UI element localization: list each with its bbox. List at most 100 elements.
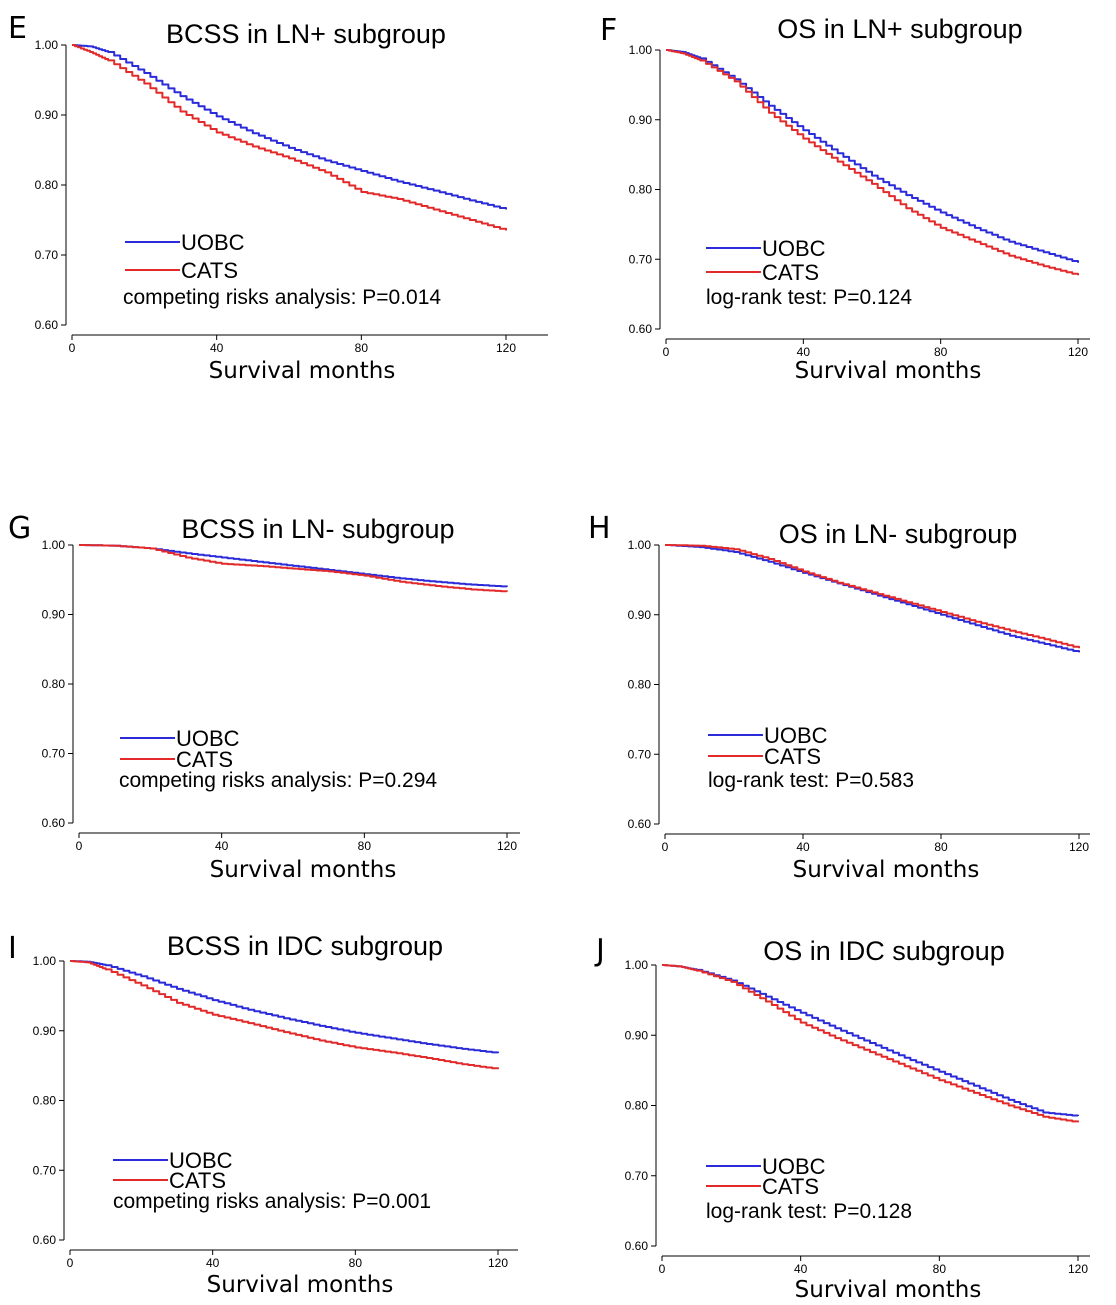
legend-label-cats: CATS bbox=[176, 747, 233, 772]
y-tick-label: 0.70 bbox=[33, 1163, 57, 1177]
legend-label-cats: CATS bbox=[764, 744, 821, 769]
x-tick-label: 120 bbox=[1068, 345, 1088, 359]
panel-letter: F bbox=[600, 13, 617, 48]
y-tick-label: 0.90 bbox=[42, 608, 66, 622]
y-tick-label: 0.70 bbox=[628, 747, 652, 761]
y-tick-label: 0.70 bbox=[42, 747, 66, 761]
x-tick-label: 120 bbox=[488, 1256, 508, 1270]
y-tick-label: 0.60 bbox=[628, 817, 652, 831]
y-tick-label: 0.70 bbox=[35, 248, 59, 262]
series-line-cats bbox=[666, 49, 1079, 276]
x-tick-label: 40 bbox=[215, 839, 229, 853]
x-tick-label: 40 bbox=[210, 341, 224, 355]
x-tick-label: 0 bbox=[663, 345, 670, 359]
y-tick-label: 0.70 bbox=[625, 1169, 649, 1183]
legend-label-uobc: UOBC bbox=[762, 1154, 826, 1179]
series-line-uobc bbox=[79, 544, 508, 588]
y-tick-label: 1.00 bbox=[629, 43, 653, 57]
series-line-uobc bbox=[70, 960, 499, 1054]
series-line-uobc bbox=[662, 964, 1079, 1117]
legend-label-cats: CATS bbox=[762, 260, 819, 285]
x-tick-label: 0 bbox=[69, 341, 76, 355]
series-line-cats bbox=[662, 964, 1079, 1123]
y-tick-label: 1.00 bbox=[42, 538, 66, 552]
legend-label-uobc: UOBC bbox=[762, 236, 826, 261]
test-annotation: log-rank test: P=0.128 bbox=[706, 1200, 912, 1223]
test-annotation: competing risks analysis: P=0.294 bbox=[119, 769, 437, 792]
x-tick-label: 120 bbox=[1068, 1262, 1088, 1276]
x-tick-label: 0 bbox=[67, 1256, 74, 1270]
chart-panel-j: J OS in IDC subgroup 0.60 0.70 0.80 0.90 1.00 0… bbox=[594, 933, 1090, 1303]
chart-title: OS in IDC subgroup bbox=[763, 936, 1005, 966]
x-tick-label: 80 bbox=[933, 1262, 947, 1276]
legend-label-uobc: UOBC bbox=[181, 230, 245, 255]
y-tick-label: 0.90 bbox=[35, 108, 59, 122]
y-tick-label: 0.60 bbox=[33, 1233, 57, 1247]
test-annotation: competing risks analysis: P=0.014 bbox=[123, 286, 441, 309]
x-axis-label: Survival months bbox=[210, 857, 397, 883]
x-tick-label: 80 bbox=[355, 341, 369, 355]
series-line-cats bbox=[72, 44, 507, 231]
x-axis-label: Survival months bbox=[209, 358, 396, 384]
series-line-cats bbox=[665, 544, 1080, 649]
y-tick-label: 0.80 bbox=[628, 678, 652, 692]
y-tick-label: 0.80 bbox=[35, 178, 59, 192]
y-tick-label: 0.80 bbox=[42, 677, 66, 691]
test-annotation: log-rank test: P=0.124 bbox=[706, 286, 912, 309]
y-tick-label: 0.80 bbox=[625, 1099, 649, 1113]
chart-title: BCSS in LN- subgroup bbox=[181, 514, 454, 544]
x-axis-label: Survival months bbox=[207, 1272, 394, 1298]
panel-letter: H bbox=[588, 511, 611, 546]
y-tick-label: 1.00 bbox=[35, 38, 59, 52]
x-tick-label: 0 bbox=[659, 1262, 666, 1276]
chart-panel-f: F OS in LN+ subgroup 0.60 0.70 0.80 0.90 1.00 0… bbox=[600, 13, 1090, 384]
y-tick-label: 1.00 bbox=[33, 954, 57, 968]
y-tick-label: 0.90 bbox=[625, 1028, 649, 1042]
x-tick-label: 40 bbox=[794, 1262, 808, 1276]
series-line-cats bbox=[79, 544, 508, 593]
x-tick-label: 40 bbox=[797, 345, 811, 359]
x-tick-label: 80 bbox=[349, 1256, 363, 1270]
panel-letter: G bbox=[8, 511, 31, 546]
legend-label-cats: CATS bbox=[762, 1174, 819, 1199]
series-line-cats bbox=[70, 960, 499, 1070]
chart-title: BCSS in LN+ subgroup bbox=[166, 19, 446, 49]
chart-panel-g: G BCSS in LN- subgroup 0.60 0.70 0.80 0.90 1.0… bbox=[8, 511, 520, 883]
x-tick-label: 120 bbox=[496, 341, 516, 355]
x-tick-label: 120 bbox=[497, 839, 517, 853]
x-tick-label: 0 bbox=[76, 839, 83, 853]
x-tick-label: 120 bbox=[1069, 840, 1089, 854]
y-tick-label: 0.80 bbox=[629, 183, 653, 197]
chart-title: OS in LN+ subgroup bbox=[777, 14, 1022, 44]
chart-title: OS in LN- subgroup bbox=[779, 519, 1018, 549]
series-line-uobc bbox=[666, 49, 1079, 263]
y-tick-label: 0.90 bbox=[33, 1024, 57, 1038]
y-tick-label: 0.90 bbox=[629, 113, 653, 127]
legend-label-cats: CATS bbox=[169, 1168, 226, 1193]
x-tick-label: 40 bbox=[206, 1256, 220, 1270]
x-tick-label: 0 bbox=[662, 840, 669, 854]
chart-panel-h: H OS in LN- subgroup 0.60 0.70 0.80 0.90 1.00 0… bbox=[588, 511, 1090, 883]
series-line-uobc bbox=[665, 544, 1080, 653]
y-tick-label: 1.00 bbox=[625, 958, 649, 972]
x-axis-label: Survival months bbox=[793, 857, 980, 883]
chart-panel-i: I BCSS in IDC subgroup 0.60 0.70 0.80 0.90 1.0… bbox=[8, 931, 518, 1298]
series-line-uobc bbox=[72, 44, 507, 210]
x-tick-label: 80 bbox=[358, 839, 372, 853]
y-tick-label: 0.60 bbox=[629, 322, 653, 336]
x-tick-label: 80 bbox=[934, 345, 948, 359]
test-annotation: competing risks analysis: P=0.001 bbox=[113, 1190, 431, 1213]
panel-letter: I bbox=[8, 931, 17, 966]
x-axis-label: Survival months bbox=[795, 1277, 982, 1303]
legend-label-uobc: UOBC bbox=[169, 1148, 233, 1173]
y-tick-label: 0.70 bbox=[629, 252, 653, 266]
legend-label-uobc: UOBC bbox=[764, 723, 828, 748]
y-tick-label: 1.00 bbox=[628, 538, 652, 552]
y-tick-label: 0.60 bbox=[625, 1239, 649, 1253]
y-tick-label: 0.80 bbox=[33, 1094, 57, 1108]
test-annotation: log-rank test: P=0.583 bbox=[708, 769, 914, 792]
y-tick-label: 0.90 bbox=[628, 608, 652, 622]
x-tick-label: 80 bbox=[934, 840, 948, 854]
panel-letter: J bbox=[594, 933, 605, 968]
